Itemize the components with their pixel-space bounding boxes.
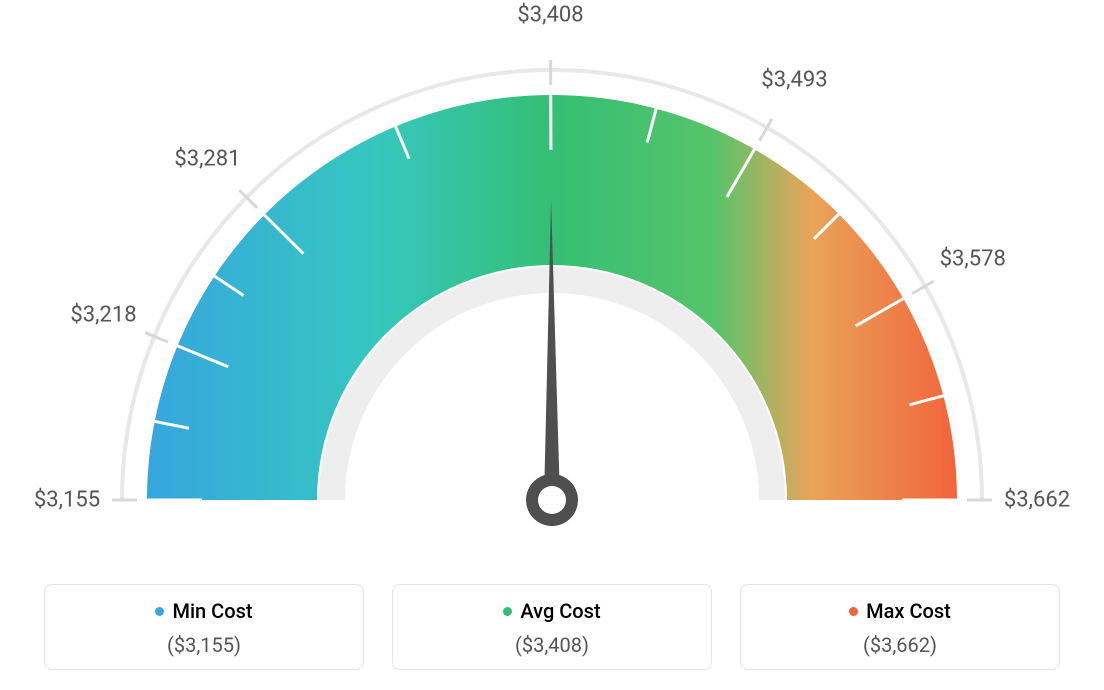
legend-dot-max: [849, 607, 858, 616]
cost-gauge-widget: $3,155 $3,218 $3,281 $3,408 $3,493 $3,578 $3,6…: [0, 0, 1104, 690]
legend-title-max-text: Max Cost: [866, 599, 951, 623]
gauge-tick-label: $3,493: [761, 67, 827, 92]
legend-title-avg-text: Avg Cost: [520, 599, 600, 623]
gauge-area: $3,155 $3,218 $3,281 $3,408 $3,493 $3,578 $3,6…: [0, 0, 1104, 560]
legend-title-min-text: Min Cost: [172, 599, 252, 623]
legend-card-min: Min Cost ($3,155): [44, 584, 364, 670]
gauge-tick-label: $3,218: [70, 303, 136, 328]
legend-value-max: ($3,662): [751, 633, 1049, 657]
gauge-tick-label: $3,281: [174, 146, 240, 171]
gauge-svg: [0, 0, 1104, 560]
legend-card-max: Max Cost ($3,662): [740, 584, 1060, 670]
legend-value-min: ($3,155): [55, 633, 353, 657]
legend-value-avg: ($3,408): [403, 633, 701, 657]
legend-title-avg: Avg Cost: [503, 599, 600, 623]
legend-dot-min: [155, 607, 164, 616]
legend-title-min: Min Cost: [155, 599, 252, 623]
gauge-tick-label: $3,578: [940, 246, 1006, 271]
gauge-tick-label: $3,408: [517, 3, 583, 28]
gauge-tick-label: $3,155: [34, 488, 100, 513]
legend-row: Min Cost ($3,155) Avg Cost ($3,408) Max …: [0, 584, 1104, 670]
gauge-tick-label: $3,662: [1004, 488, 1070, 513]
legend-card-avg: Avg Cost ($3,408): [392, 584, 712, 670]
legend-dot-avg: [503, 607, 512, 616]
legend-title-max: Max Cost: [849, 599, 951, 623]
